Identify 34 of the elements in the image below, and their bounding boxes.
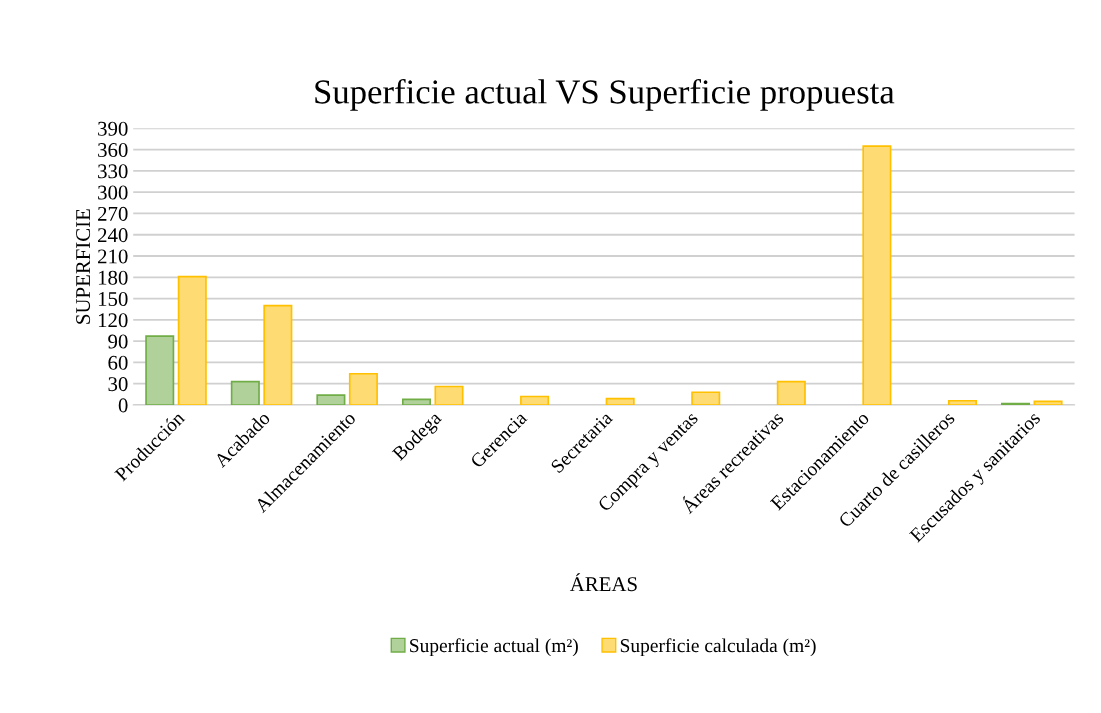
bar <box>145 335 175 405</box>
bar <box>434 385 464 405</box>
y-tick-label: 330 <box>98 164 128 179</box>
bar <box>230 380 260 405</box>
chart-title: Superficie actual VS Superficie propuesta <box>315 78 895 111</box>
x-axis-title: ÁREAS <box>569 573 637 592</box>
bar <box>691 391 721 405</box>
bar <box>947 399 977 405</box>
y-tick-label: 60 <box>108 355 128 370</box>
y-tick-label: 30 <box>108 377 128 392</box>
y-tick-label: 240 <box>98 228 128 243</box>
y-tick-label: 0 <box>118 398 128 413</box>
bar <box>776 380 806 405</box>
bar <box>1033 400 1063 405</box>
bar <box>263 304 293 405</box>
y-tick-label: 300 <box>98 185 128 200</box>
y-axis-title: SUPERFICIE <box>76 209 91 324</box>
bar <box>605 397 635 405</box>
y-tick-label: 270 <box>98 206 128 221</box>
legend-label: Superficie actual (m²) <box>410 638 578 657</box>
legend-label: Superficie calculada (m²) <box>620 638 816 657</box>
y-tick-label: 210 <box>98 249 128 264</box>
bar <box>401 398 432 405</box>
bar <box>177 275 207 405</box>
y-tick-label: 180 <box>98 270 128 285</box>
y-tick-label: 120 <box>98 313 128 328</box>
bar <box>862 145 892 405</box>
bar <box>520 395 550 405</box>
bar <box>348 372 378 405</box>
y-tick-label: 360 <box>98 142 128 158</box>
y-tick-label: 150 <box>98 291 128 307</box>
y-tick-label: 90 <box>108 334 128 349</box>
y-tick-label: 390 <box>98 121 128 136</box>
bar <box>316 394 346 405</box>
